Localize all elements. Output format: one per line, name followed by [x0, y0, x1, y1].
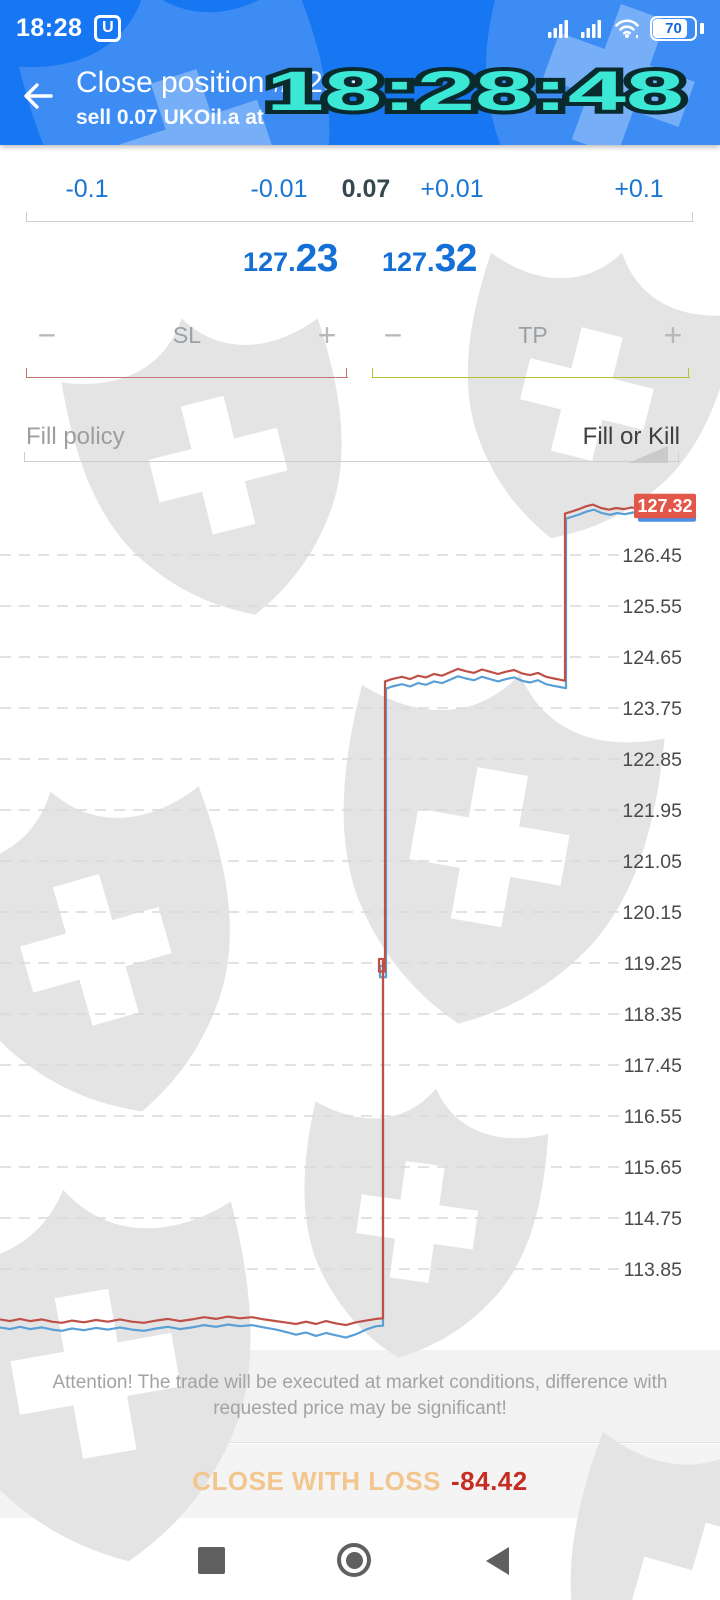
svg-text:117.45: 117.45	[624, 1055, 682, 1077]
battery-icon: 70	[650, 15, 697, 41]
page-title: Close position #2260	[76, 66, 357, 99]
ask-price: 127. 32	[382, 237, 477, 280]
page-subtitle: sell 0.07 UKOil.a at	[76, 106, 264, 129]
back-button[interactable]	[20, 78, 56, 114]
sl-minus-button[interactable]: −	[37, 317, 57, 353]
fill-policy-label: Fill policy	[26, 423, 125, 450]
nav-back-button-icon[interactable]	[486, 1547, 509, 1575]
sl-field: − SL +	[24, 317, 350, 354]
close-with-loss-button[interactable]: CLOSE WITH LOSS -84.42	[0, 1444, 720, 1518]
wifi-icon	[615, 19, 639, 38]
order-card: -0.1 -0.01 0.07 +0.01 +0.1 127. 23 127. 32…	[0, 145, 720, 463]
signal-icon	[548, 20, 568, 38]
svg-text:120.15: 120.15	[622, 902, 682, 924]
battery-tip	[700, 22, 704, 34]
svg-text:118.35: 118.35	[624, 1004, 682, 1026]
attention-text: Attention! The trade will be executed at…	[52, 1372, 668, 1419]
volume-increase-small[interactable]: +0.01	[420, 175, 484, 203]
svg-text:115.65: 115.65	[624, 1157, 682, 1179]
sl-plus-button[interactable]: +	[317, 317, 337, 353]
fill-policy-select[interactable]: Fill policy Fill or Kill	[26, 423, 680, 451]
svg-text:122.85: 122.85	[622, 749, 682, 771]
svg-text:119.25: 119.25	[624, 953, 682, 975]
volume-underline	[26, 212, 694, 222]
home-button-icon[interactable]	[337, 1543, 371, 1577]
status-bar: 18:28 U	[0, 0, 720, 56]
recents-button-icon[interactable]	[198, 1547, 225, 1574]
svg-text:116.55: 116.55	[624, 1106, 682, 1128]
status-time: 18:28	[16, 13, 83, 42]
svg-text:121.05: 121.05	[622, 851, 682, 873]
app-header: 18:28 U	[0, 0, 720, 145]
volume-decrease-small[interactable]: -0.01	[250, 175, 308, 203]
tp-input[interactable]: TP	[518, 322, 548, 348]
svg-text:121.95: 121.95	[622, 800, 682, 822]
tp-minus-button[interactable]: −	[383, 317, 403, 353]
tp-plus-button[interactable]: +	[663, 317, 683, 353]
sl-input[interactable]: SL	[172, 322, 202, 348]
battery-percent: 70	[665, 19, 682, 37]
svg-text:113.85: 113.85	[624, 1259, 682, 1281]
volume-value[interactable]: 0.07	[341, 175, 391, 203]
notification-app-icon: U	[94, 14, 122, 42]
svg-text:18:28:48: 18:28:48	[266, 59, 684, 122]
volume-decrease-big[interactable]: -0.1	[65, 175, 109, 203]
volume-increase-big[interactable]: +0.1	[614, 175, 664, 203]
fill-policy-underline	[24, 452, 680, 462]
quote-row: 127. 23 127. 32	[0, 237, 720, 281]
svg-text:123.75: 123.75	[622, 698, 682, 720]
svg-text:114.75: 114.75	[624, 1208, 682, 1230]
signal-icon-2	[581, 20, 601, 38]
tp-field: − TP +	[370, 317, 696, 354]
tp-underline	[372, 368, 690, 378]
close-button-loss-value: -84.42	[451, 1465, 528, 1496]
price-chart[interactable]: 126.45 125.55 124.65 123.75 122.85 121.95 121.…	[0, 462, 720, 1350]
screen-recorder-clock: 18:28:48	[262, 55, 688, 126]
android-navbar	[0, 1518, 720, 1600]
svg-text:125.55: 125.55	[622, 596, 682, 618]
svg-text:126.45: 126.45	[622, 545, 682, 567]
dropdown-corner-icon	[628, 446, 668, 463]
chart-area[interactable]: 126.45 125.55 124.65 123.75 122.85 121.95 121.…	[0, 462, 720, 1350]
svg-text:124.65: 124.65	[622, 647, 682, 669]
close-button-label: CLOSE WITH LOSS	[192, 1465, 441, 1496]
attention-panel: Attention! The trade will be executed at…	[0, 1350, 720, 1443]
svg-text:127.32: 127.32	[637, 496, 692, 516]
bid-price: 127. 23	[243, 237, 338, 280]
sl-underline	[26, 368, 348, 378]
